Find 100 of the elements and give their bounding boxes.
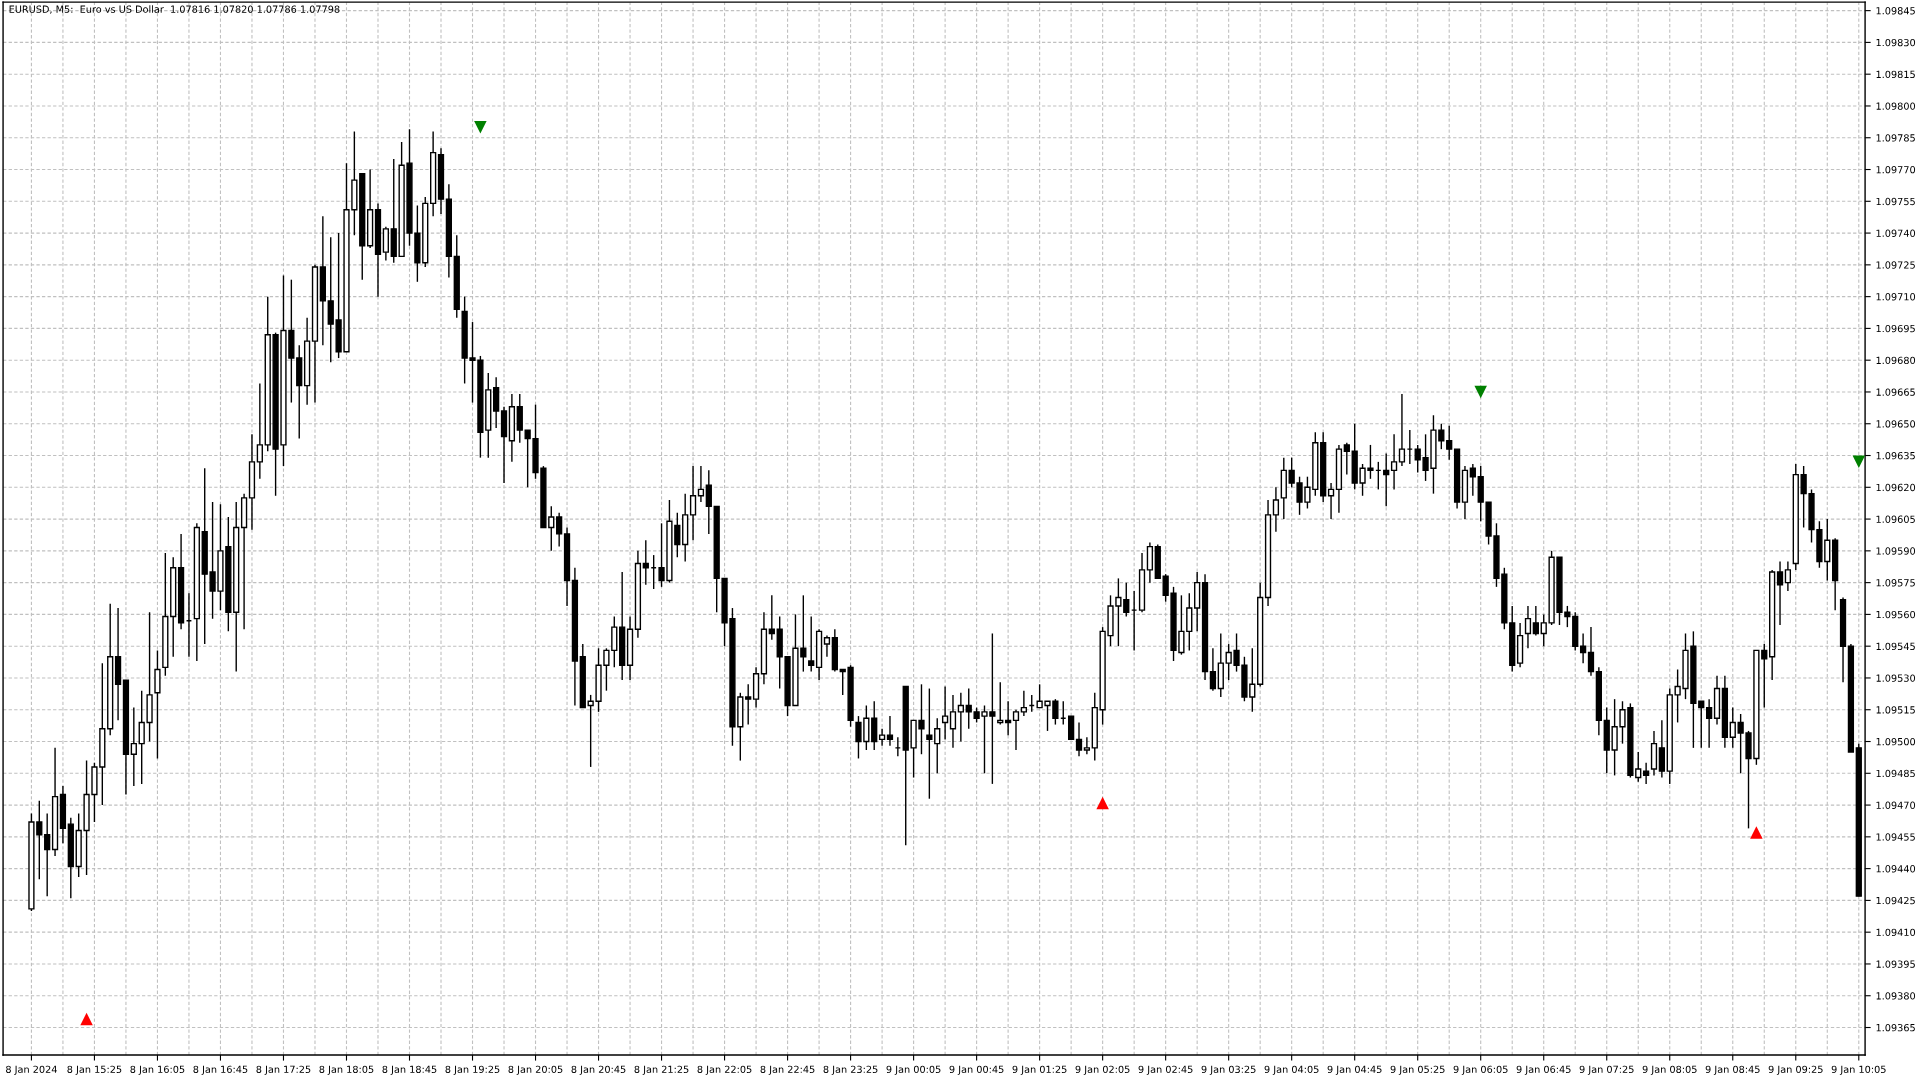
point bbox=[474, 120, 487, 134]
candlestick bbox=[689, 465, 697, 541]
x-tick-label: 8 Jan 18:05 bbox=[319, 1065, 374, 1075]
candlestick bbox=[886, 715, 894, 747]
y-tick-label: 1.09380 bbox=[1876, 992, 1916, 1000]
x-tick-label: 8 Jan 23:25 bbox=[823, 1065, 878, 1075]
candlestick bbox=[1784, 560, 1792, 592]
candlestick bbox=[493, 376, 500, 429]
y-tick-label: 1.09680 bbox=[1876, 356, 1916, 365]
x-tick-label: 9 Jan 00:45 bbox=[949, 1065, 1004, 1075]
y-tick-label: 1.09560 bbox=[1876, 610, 1916, 619]
candlestick bbox=[1446, 425, 1453, 461]
candlestick bbox=[382, 226, 390, 262]
y-tick-label: 1.09440 bbox=[1876, 865, 1916, 873]
candlestick bbox=[823, 634, 831, 658]
x-tick-label: 8 Jan 17:25 bbox=[256, 1065, 311, 1075]
y-tick-label: 1.09725 bbox=[1876, 261, 1915, 269]
candlestick bbox=[1020, 689, 1028, 717]
candlestick bbox=[1075, 721, 1083, 758]
candlestick bbox=[745, 683, 752, 726]
candlestick bbox=[1390, 433, 1398, 491]
candlestick bbox=[1209, 647, 1217, 692]
y-tick-label: 1.09515 bbox=[1876, 706, 1915, 714]
y-tick-label: 1.09815 bbox=[1876, 70, 1915, 79]
y-tick-label: 1.09455 bbox=[1876, 833, 1915, 841]
candlestick bbox=[1532, 605, 1539, 637]
candlestick bbox=[1067, 715, 1075, 741]
point bbox=[1750, 826, 1763, 839]
x-tick-label: 8 Jan 21:25 bbox=[634, 1065, 689, 1075]
x-tick-label: 9 Jan 04:45 bbox=[1327, 1065, 1382, 1075]
x-tick-label: 9 Jan 08:05 bbox=[1642, 1065, 1697, 1075]
x-tick-label: 8 Jan 19:25 bbox=[445, 1065, 500, 1075]
y-tick-label: 1.09785 bbox=[1876, 134, 1915, 142]
candlestick bbox=[949, 694, 957, 749]
candlestick bbox=[934, 717, 941, 774]
x-tick-label: 8 Jan 22:05 bbox=[697, 1065, 752, 1075]
candlestick bbox=[1705, 698, 1713, 749]
candlestick bbox=[1729, 706, 1736, 749]
y-tick-label: 1.09500 bbox=[1876, 737, 1916, 746]
y-tick-label: 1.09770 bbox=[1876, 166, 1916, 174]
y-tick-label: 1.09395 bbox=[1876, 960, 1915, 968]
y-tick-label: 1.09650 bbox=[1876, 420, 1916, 428]
y-tick-label: 1.09470 bbox=[1876, 801, 1916, 809]
candlestick bbox=[941, 685, 949, 741]
x-tick-label: 9 Jan 05:25 bbox=[1390, 1065, 1445, 1075]
y-tick-label: 1.09740 bbox=[1876, 229, 1916, 237]
x-tick-label: 9 Jan 07:25 bbox=[1579, 1065, 1634, 1075]
candlestick bbox=[556, 512, 563, 548]
candlestick bbox=[1524, 605, 1532, 649]
x-tick-label: 9 Jan 06:45 bbox=[1516, 1065, 1571, 1075]
y-tick-label: 1.09695 bbox=[1876, 324, 1915, 333]
point bbox=[80, 1012, 93, 1026]
y-tick-label: 1.09530 bbox=[1876, 674, 1916, 682]
chart-title: EURUSD, M5: Euro vs US Dollar 1.07816 1.07820 1.07786 1.07798 bbox=[9, 5, 340, 14]
x-tick-label: 9 Jan 02:45 bbox=[1138, 1065, 1193, 1075]
y-tick-label: 1.09665 bbox=[1876, 388, 1915, 396]
y-tick-label: 1.09845 bbox=[1876, 7, 1915, 15]
x-tick-label: 9 Jan 02:05 bbox=[1075, 1065, 1130, 1075]
candlestick bbox=[705, 469, 712, 535]
candlestick bbox=[926, 687, 933, 800]
candlestick bbox=[1343, 442, 1350, 476]
x-tick-label: 8 Jan 15:25 bbox=[67, 1065, 122, 1075]
y-tick-label: 1.09620 bbox=[1876, 483, 1916, 492]
x-tick-label: 9 Jan 10:05 bbox=[1831, 1065, 1886, 1075]
candlestick bbox=[957, 692, 964, 743]
candlestick bbox=[1776, 560, 1784, 626]
y-tick-label: 1.09755 bbox=[1876, 197, 1915, 206]
candlestick bbox=[642, 539, 649, 586]
candlestick bbox=[1146, 541, 1154, 584]
x-tick-label: 8 Jan 2024 bbox=[6, 1065, 57, 1075]
x-tick-label: 9 Jan 09:25 bbox=[1768, 1065, 1823, 1075]
candlestick bbox=[871, 700, 878, 751]
candlestick bbox=[768, 594, 775, 641]
x-tick-label: 9 Jan 08:45 bbox=[1705, 1065, 1760, 1075]
point bbox=[1474, 385, 1487, 399]
candlestick bbox=[878, 728, 886, 747]
candlestick bbox=[44, 812, 51, 897]
candlestick bbox=[1004, 700, 1012, 736]
y-tick-label: 1.09710 bbox=[1876, 293, 1916, 301]
candlestick bbox=[1658, 719, 1666, 779]
y-tick-label: 1.09425 bbox=[1876, 896, 1915, 905]
point bbox=[1096, 796, 1109, 810]
y-tick-label: 1.09590 bbox=[1876, 547, 1916, 555]
y-tick-label: 1.09635 bbox=[1876, 452, 1915, 460]
x-tick-label: 8 Jan 18:45 bbox=[382, 1065, 437, 1075]
y-tick-label: 1.09545 bbox=[1876, 642, 1915, 651]
candlestick bbox=[1272, 486, 1280, 533]
point bbox=[1852, 455, 1866, 469]
candlestick bbox=[1398, 393, 1406, 467]
y-tick-label: 1.09410 bbox=[1876, 928, 1916, 937]
candlestick bbox=[130, 706, 137, 787]
x-tick-label: 9 Jan 06:05 bbox=[1453, 1065, 1508, 1075]
candlestick bbox=[1579, 632, 1587, 664]
y-tick-label: 1.09365 bbox=[1876, 1023, 1915, 1032]
candlestick bbox=[1469, 463, 1476, 497]
candlestick bbox=[1587, 626, 1595, 677]
x-tick-label: 8 Jan 20:05 bbox=[508, 1065, 563, 1075]
candlestick bbox=[808, 615, 815, 673]
y-tick-label: 1.09800 bbox=[1876, 102, 1916, 110]
x-tick-label: 9 Jan 01:25 bbox=[1012, 1065, 1067, 1075]
